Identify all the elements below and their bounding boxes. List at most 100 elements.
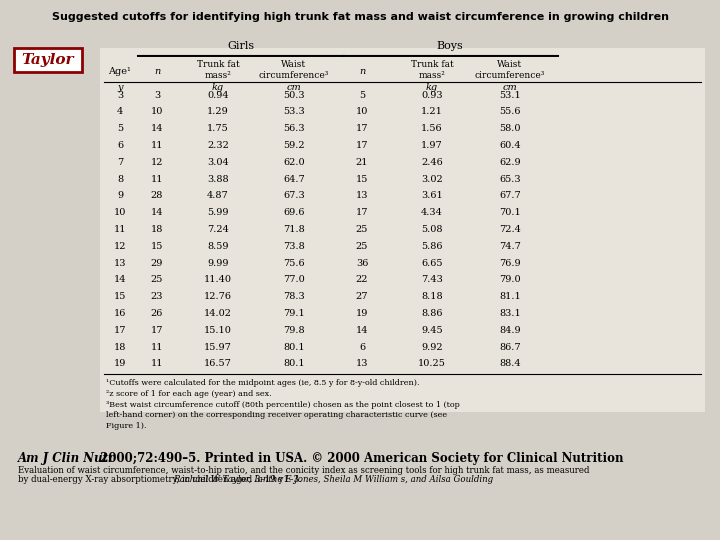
Text: 15: 15 xyxy=(150,242,163,251)
Text: 2.46: 2.46 xyxy=(421,158,443,167)
Text: 65.3: 65.3 xyxy=(499,174,521,184)
Text: cm: cm xyxy=(287,84,302,92)
Text: Am J Clin Nutr: Am J Clin Nutr xyxy=(18,452,115,465)
Text: 25: 25 xyxy=(150,275,163,284)
Text: 3.88: 3.88 xyxy=(207,174,229,184)
Text: 67.3: 67.3 xyxy=(283,191,305,200)
Text: 83.1: 83.1 xyxy=(499,309,521,318)
Text: 17: 17 xyxy=(150,326,163,335)
Text: Waist
circumference³: Waist circumference³ xyxy=(474,60,545,80)
Text: 11: 11 xyxy=(150,141,163,150)
Text: ³Best waist circumference cutoff (80th percentile) chosen as the point closest t: ³Best waist circumference cutoff (80th p… xyxy=(106,401,460,430)
Text: 80.1: 80.1 xyxy=(283,342,305,352)
Text: 4.34: 4.34 xyxy=(421,208,443,217)
Text: 8.18: 8.18 xyxy=(421,292,443,301)
Text: 10: 10 xyxy=(356,107,368,116)
Text: 62.0: 62.0 xyxy=(283,158,305,167)
Text: 11.40: 11.40 xyxy=(204,275,232,284)
Text: 9.45: 9.45 xyxy=(421,326,443,335)
Text: 18: 18 xyxy=(150,225,163,234)
Text: 1.97: 1.97 xyxy=(421,141,443,150)
Text: y: y xyxy=(117,84,122,92)
Text: 79.1: 79.1 xyxy=(283,309,305,318)
Text: 7: 7 xyxy=(117,158,123,167)
Text: Girls: Girls xyxy=(227,41,254,51)
Text: 16.57: 16.57 xyxy=(204,359,232,368)
Text: 36: 36 xyxy=(356,259,368,267)
Text: kg: kg xyxy=(426,84,438,92)
Text: ²z score of 1 for each age (year) and sex.: ²z score of 1 for each age (year) and se… xyxy=(106,390,271,398)
Text: 5: 5 xyxy=(117,124,123,133)
Text: 14: 14 xyxy=(114,275,126,284)
Text: Boys: Boys xyxy=(436,41,464,51)
Text: 12.76: 12.76 xyxy=(204,292,232,301)
Text: 1.29: 1.29 xyxy=(207,107,229,116)
Text: 4.87: 4.87 xyxy=(207,191,229,200)
Text: Evaluation of waist circumference, waist-to-hip ratio, and the conicity index as: Evaluation of waist circumference, waist… xyxy=(18,466,590,475)
Text: 10: 10 xyxy=(150,107,163,116)
Text: 64.7: 64.7 xyxy=(283,174,305,184)
Text: 4: 4 xyxy=(117,107,123,116)
Text: 8.59: 8.59 xyxy=(207,242,229,251)
Text: 22: 22 xyxy=(356,275,368,284)
Text: 17: 17 xyxy=(356,208,368,217)
Text: Waist
circumference³: Waist circumference³ xyxy=(258,60,329,80)
Text: 15: 15 xyxy=(114,292,126,301)
Text: 74.7: 74.7 xyxy=(499,242,521,251)
Text: Age¹: Age¹ xyxy=(109,68,132,77)
Text: 14.02: 14.02 xyxy=(204,309,232,318)
Text: 17: 17 xyxy=(114,326,126,335)
Text: 14: 14 xyxy=(150,208,163,217)
Text: 1.21: 1.21 xyxy=(421,107,443,116)
Text: Taylor: Taylor xyxy=(22,53,74,67)
Text: 12: 12 xyxy=(114,242,126,251)
Text: 9: 9 xyxy=(117,191,123,200)
Text: 15.97: 15.97 xyxy=(204,342,232,352)
Text: 80.1: 80.1 xyxy=(283,359,305,368)
Text: 18: 18 xyxy=(114,342,126,352)
Text: n: n xyxy=(154,68,160,77)
Text: 88.4: 88.4 xyxy=(499,359,521,368)
Text: 28: 28 xyxy=(150,191,163,200)
Text: 9.92: 9.92 xyxy=(421,342,443,352)
Text: 11: 11 xyxy=(114,225,126,234)
Text: 50.3: 50.3 xyxy=(283,91,305,99)
Text: 6: 6 xyxy=(359,342,365,352)
Text: 62.9: 62.9 xyxy=(499,158,521,167)
Text: 86.7: 86.7 xyxy=(499,342,521,352)
Bar xyxy=(100,48,705,412)
Text: 5.99: 5.99 xyxy=(207,208,229,217)
Text: 53.1: 53.1 xyxy=(499,91,521,99)
Text: 11: 11 xyxy=(150,359,163,368)
Text: 84.9: 84.9 xyxy=(499,326,521,335)
Text: 14: 14 xyxy=(150,124,163,133)
Text: 5.86: 5.86 xyxy=(421,242,443,251)
Text: 0.94: 0.94 xyxy=(207,91,229,99)
Text: 53.3: 53.3 xyxy=(283,107,305,116)
Text: 25: 25 xyxy=(356,225,368,234)
Text: 10.25: 10.25 xyxy=(418,359,446,368)
Text: 19: 19 xyxy=(356,309,368,318)
Text: 3.61: 3.61 xyxy=(421,191,443,200)
Text: 19: 19 xyxy=(114,359,126,368)
Text: 1.75: 1.75 xyxy=(207,124,229,133)
Text: 60.4: 60.4 xyxy=(499,141,521,150)
Text: kg: kg xyxy=(212,84,224,92)
Text: cm: cm xyxy=(503,84,518,92)
Text: 16: 16 xyxy=(114,309,126,318)
Text: 5: 5 xyxy=(359,91,365,99)
Text: 71.8: 71.8 xyxy=(283,225,305,234)
Text: 3.04: 3.04 xyxy=(207,158,229,167)
Text: Trunk fat
mass²: Trunk fat mass² xyxy=(410,60,454,80)
Text: 11: 11 xyxy=(150,342,163,352)
Text: 15.10: 15.10 xyxy=(204,326,232,335)
Text: 27: 27 xyxy=(356,292,368,301)
Text: 29: 29 xyxy=(150,259,163,267)
Text: 14: 14 xyxy=(356,326,368,335)
Text: 7.24: 7.24 xyxy=(207,225,229,234)
Text: 12: 12 xyxy=(150,158,163,167)
Text: 2.32: 2.32 xyxy=(207,141,229,150)
Text: n: n xyxy=(359,68,365,77)
Text: 11: 11 xyxy=(150,174,163,184)
Text: 78.3: 78.3 xyxy=(283,292,305,301)
